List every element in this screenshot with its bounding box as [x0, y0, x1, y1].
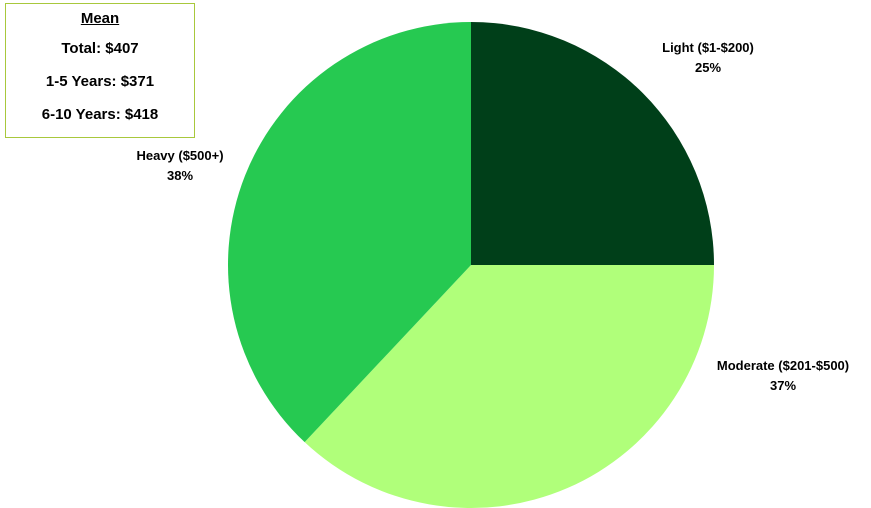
pie-slice-light [471, 22, 714, 265]
slice-label-moderate: Moderate ($201-$500) [717, 358, 849, 373]
mean-6-10-years: 6-10 Years: $418 [41, 106, 159, 123]
mean-title: Mean [80, 10, 120, 27]
slice-percent-light: 25% [695, 60, 721, 75]
mean-total: Total: $407 [61, 40, 139, 57]
slice-percent-heavy: 38% [167, 168, 193, 183]
pie-slice-moderate [304, 265, 714, 508]
pie-slices [228, 21, 714, 508]
slice-label-heavy: Heavy ($500+) [136, 148, 223, 163]
slice-labels: Light ($1-$200) 25% Moderate ($201-$500) 37… [136, 40, 849, 393]
pie-slice-heavy [228, 21, 471, 443]
slice-label-light: Light ($1-$200) [662, 40, 754, 55]
slice-percent-moderate: 37% [770, 378, 796, 393]
mean-summary-box: Mean Total: $407 1-5 Years: $371 6-10 Ye… [5, 3, 195, 138]
mean-1-5-years: 1-5 Years: $371 [45, 73, 155, 90]
